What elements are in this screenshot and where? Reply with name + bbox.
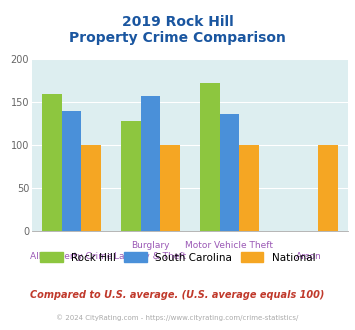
Bar (42, 94, 61, 231)
Bar (160, 145, 180, 231)
Text: © 2024 CityRating.com - https://www.cityrating.com/crime-statistics/: © 2024 CityRating.com - https://www.city… (56, 314, 299, 321)
Bar (239, 145, 259, 231)
Text: Arson: Arson (295, 251, 321, 261)
Text: Compared to U.S. average. (U.S. average equals 100): Compared to U.S. average. (U.S. average … (30, 290, 325, 300)
Text: 2019 Rock Hill: 2019 Rock Hill (122, 15, 233, 29)
Bar (219, 114, 239, 231)
Text: Motor Vehicle Theft: Motor Vehicle Theft (185, 241, 273, 250)
Text: Property Crime Comparison: Property Crime Comparison (69, 31, 286, 45)
Bar (318, 145, 338, 231)
Bar (61, 111, 81, 231)
Legend: Rock Hill, South Carolina, National: Rock Hill, South Carolina, National (36, 248, 320, 267)
Bar (121, 121, 141, 231)
Bar (141, 96, 160, 231)
Text: All Property Crime: All Property Crime (30, 251, 113, 261)
Text: Burglary: Burglary (131, 241, 170, 250)
Bar (81, 145, 101, 231)
Bar (200, 82, 219, 231)
Text: Larceny & Theft: Larceny & Theft (114, 251, 186, 261)
